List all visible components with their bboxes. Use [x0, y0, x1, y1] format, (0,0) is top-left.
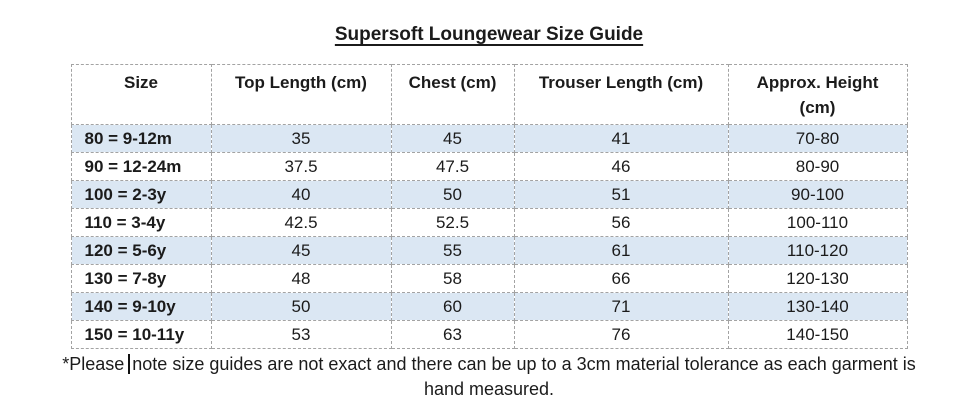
footnote: *Please note size guides are not exact an…: [0, 352, 978, 402]
chest-cell: 47.5: [390, 152, 515, 181]
col-header-approx-height-label: Approx. Height (cm): [756, 73, 879, 117]
table-row: 100 = 2-3y 40 50 51 90-100: [70, 180, 908, 209]
size-cell: 130 = 7-8y: [70, 264, 212, 293]
footnote-line2: hand measured.: [423, 379, 555, 399]
top-length-cell: 35: [210, 124, 392, 153]
col-header-chest-label: Chest (cm): [408, 73, 497, 92]
page-title: Supersoft Loungewear Size Guide: [334, 24, 644, 45]
col-header-trouser-length: Trouser Length (cm): [513, 64, 729, 125]
trouser-length-cell: 66: [513, 264, 729, 293]
size-cell: 100 = 2-3y: [70, 180, 212, 209]
col-header-top-length: Top Length (cm): [210, 64, 392, 125]
top-length-cell: 45: [210, 236, 392, 265]
height-cell: 120-130: [727, 264, 908, 293]
top-length-cell: 40: [210, 180, 392, 209]
table-row: 150 = 10-11y 53 63 76 140-150: [70, 320, 908, 349]
col-header-approx-height: Approx. Height (cm): [727, 64, 908, 125]
table-row: 90 = 12-24m 37.5 47.5 46 80-90: [70, 152, 908, 181]
top-length-cell: 42.5: [210, 208, 392, 237]
height-cell: 70-80: [727, 124, 908, 153]
height-cell: 80-90: [727, 152, 908, 181]
top-length-cell: 50: [210, 292, 392, 321]
chest-cell: 52.5: [390, 208, 515, 237]
col-header-size: Size: [70, 64, 212, 125]
height-cell: 110-120: [727, 236, 908, 265]
top-length-cell: 48: [210, 264, 392, 293]
height-cell: 100-110: [727, 208, 908, 237]
chest-cell: 50: [390, 180, 515, 209]
table-row: 120 = 5-6y 45 55 61 110-120: [70, 236, 908, 265]
size-cell: 90 = 12-24m: [70, 152, 212, 181]
height-cell: 130-140: [727, 292, 908, 321]
top-length-cell: 53: [210, 320, 392, 349]
trouser-length-cell: 56: [513, 208, 729, 237]
chest-cell: 60: [390, 292, 515, 321]
table-row: 140 = 9-10y 50 60 71 130-140: [70, 292, 908, 321]
chest-cell: 45: [390, 124, 515, 153]
trouser-length-cell: 61: [513, 236, 729, 265]
footnote-line1-start: *Please: [62, 354, 125, 374]
trouser-length-cell: 41: [513, 124, 729, 153]
text-cursor-caret: [128, 354, 131, 374]
size-cell: 150 = 10-11y: [70, 320, 212, 349]
header-row: Size Top Length (cm) Chest (cm) Trouser …: [70, 64, 908, 125]
table-row: 110 = 3-4y 42.5 52.5 56 100-110: [70, 208, 908, 237]
col-header-top-length-label: Top Length (cm): [235, 73, 367, 92]
trouser-length-cell: 76: [513, 320, 729, 349]
chest-cell: 58: [390, 264, 515, 293]
chest-cell: 55: [390, 236, 515, 265]
col-header-trouser-length-label: Trouser Length (cm): [538, 73, 704, 92]
table-row: 80 = 9-12m 35 45 41 70-80: [70, 124, 908, 153]
height-cell: 140-150: [727, 320, 908, 349]
size-cell: 140 = 9-10y: [70, 292, 212, 321]
col-header-size-label: Size: [123, 73, 159, 92]
size-cell: 110 = 3-4y: [70, 208, 212, 237]
col-header-chest: Chest (cm): [390, 64, 515, 125]
size-cell: 80 = 9-12m: [70, 124, 212, 153]
trouser-length-cell: 46: [513, 152, 729, 181]
height-cell: 90-100: [727, 180, 908, 209]
footnote-line1-rest: note size guides are not exact and there…: [132, 354, 916, 374]
size-cell: 120 = 5-6y: [70, 236, 212, 265]
trouser-length-cell: 51: [513, 180, 729, 209]
table-row: 130 = 7-8y 48 58 66 120-130: [70, 264, 908, 293]
trouser-length-cell: 71: [513, 292, 729, 321]
size-guide-table: Size Top Length (cm) Chest (cm) Trouser …: [70, 64, 908, 349]
chest-cell: 63: [390, 320, 515, 349]
top-length-cell: 37.5: [210, 152, 392, 181]
